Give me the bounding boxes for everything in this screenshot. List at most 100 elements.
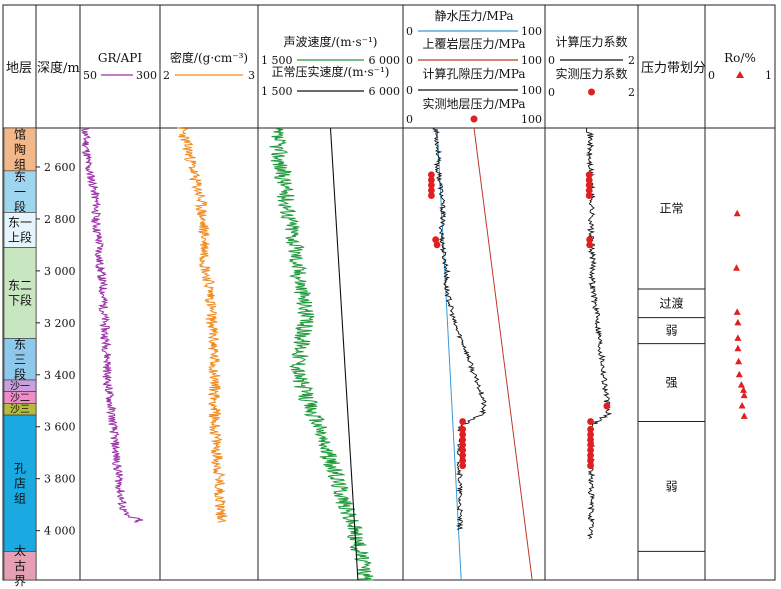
measured-pressure-legend-marker bbox=[470, 115, 478, 123]
zones-header: 压力带划分 bbox=[641, 61, 706, 76]
measured-coefficient-point bbox=[587, 462, 594, 470]
measured-pressure-point bbox=[428, 176, 435, 184]
pore-legend-min: 0 bbox=[406, 84, 413, 97]
nct-legend-max: 6 000 bbox=[369, 85, 401, 98]
track-plots bbox=[80, 127, 748, 581]
nct-legend-min: 1 500 bbox=[261, 85, 293, 98]
measured-coefficient-point bbox=[587, 425, 594, 433]
strata-label: 段 bbox=[14, 366, 26, 381]
measured-pressure-point bbox=[459, 451, 467, 459]
strata-label: 下段 bbox=[8, 293, 32, 308]
hydrostatic-line bbox=[436, 127, 462, 581]
measured-coefficient-point bbox=[585, 192, 593, 199]
measured-pressure-legend-min: 0 bbox=[406, 113, 413, 126]
strata-label: 组 bbox=[14, 491, 26, 505]
zone-label: 强 bbox=[665, 376, 677, 390]
measured-coefficient-point bbox=[585, 176, 593, 184]
measured-coefficient-point bbox=[587, 446, 594, 454]
hydro-legend-title: 静水压力/MPa bbox=[434, 9, 513, 23]
strata-label: 太 bbox=[14, 543, 26, 558]
depth-tick-label: 3 400 bbox=[44, 369, 76, 382]
pressure-coefficient-curve bbox=[585, 127, 613, 539]
measured-coef-legend-marker bbox=[588, 88, 595, 96]
density-curve bbox=[177, 127, 228, 523]
gr-curve bbox=[80, 127, 144, 523]
measured-coefficient-point bbox=[587, 441, 594, 449]
measured-pressure-point bbox=[433, 241, 441, 249]
ro-point bbox=[733, 264, 740, 271]
ro-legend-max: 1 bbox=[765, 69, 772, 82]
measured-coefficient-point bbox=[587, 451, 594, 459]
strata-label: 界 bbox=[14, 574, 26, 588]
measured-coefficient-point bbox=[603, 402, 611, 410]
strata-label: 东二 bbox=[8, 279, 32, 293]
strata-label: 店 bbox=[14, 476, 26, 490]
ro-point bbox=[740, 412, 748, 419]
zone-label: 过渡 bbox=[659, 295, 683, 310]
measured-coefficient-point bbox=[586, 236, 594, 244]
strata-label: 沙二 bbox=[10, 392, 30, 404]
strata-label: 一 bbox=[14, 185, 26, 199]
gr-legend-min: 50 bbox=[83, 69, 97, 82]
den-legend-min: 2 bbox=[163, 69, 170, 82]
strata-label: 上段 bbox=[8, 230, 32, 245]
depth-axis: 深度/m 2 600 2 800 3 000 3 200 3 400 3 600 3 800… bbox=[36, 60, 80, 538]
hydro-legend-min: 0 bbox=[406, 25, 413, 38]
gr-legend-title: GR/API bbox=[98, 51, 142, 65]
measured-coef-legend-min: 0 bbox=[548, 86, 555, 99]
strata-header: 地层 bbox=[6, 61, 32, 76]
measured-pressure-point bbox=[459, 425, 467, 433]
ro-point bbox=[735, 357, 743, 365]
measured-pressure-point bbox=[459, 457, 467, 464]
strata-label: 段 bbox=[14, 199, 26, 214]
calc-coef-legend-min: 0 bbox=[548, 54, 555, 67]
measured-pressure-point bbox=[459, 436, 467, 444]
measured-pressure-legend-title: 实测地层压力/MPa bbox=[422, 96, 525, 111]
strata-label: 沙三 bbox=[10, 404, 30, 416]
ro-legend-min: 0 bbox=[708, 69, 715, 82]
depth-axis-label: 深度/m bbox=[37, 60, 80, 76]
pore-pressure-curve bbox=[432, 127, 487, 531]
strata-label: 古 bbox=[14, 558, 26, 573]
depth-tick-label: 2 800 bbox=[44, 213, 76, 226]
overburden-line bbox=[473, 127, 533, 581]
normal-compaction-line bbox=[329, 127, 359, 581]
ac-legend-title: 声波速度/(m·s⁻¹) bbox=[284, 34, 378, 49]
ac-legend-max: 6 000 bbox=[369, 54, 401, 67]
overburden-legend-max: 100 bbox=[521, 54, 542, 67]
strata-label: 陶 bbox=[14, 142, 26, 157]
depth-tick-label: 3 600 bbox=[44, 421, 76, 434]
measured-pressure-point bbox=[459, 462, 467, 470]
measured-coef-legend-title: 实测压力系数 bbox=[555, 66, 627, 81]
zone-label: 正常 bbox=[659, 202, 683, 216]
measured-pressure-point bbox=[428, 192, 435, 199]
measured-coefficient-point bbox=[587, 436, 594, 444]
strata-label: 孔 bbox=[14, 461, 26, 475]
measured-coef-legend-max: 2 bbox=[628, 86, 635, 99]
ro-point bbox=[738, 401, 746, 409]
strata-layer bbox=[3, 247, 37, 339]
measured-pressure-point bbox=[459, 441, 467, 449]
strata-label: 沙一 bbox=[10, 380, 30, 392]
measured-coefficient-point bbox=[585, 186, 593, 194]
ro-point bbox=[740, 386, 747, 393]
strata-label: 馆 bbox=[14, 127, 26, 142]
ro-point bbox=[734, 318, 742, 326]
zone-label: 弱 bbox=[665, 324, 677, 338]
zone-label: 弱 bbox=[665, 479, 677, 493]
depth-tick-label: 4 000 bbox=[44, 525, 76, 538]
ac-legend-min: 1 500 bbox=[261, 54, 293, 67]
ro-point bbox=[734, 334, 742, 341]
hydro-legend-max: 100 bbox=[521, 25, 542, 38]
strata-layer bbox=[3, 551, 37, 581]
measured-pressure-point bbox=[459, 446, 467, 454]
ro-point bbox=[734, 344, 742, 352]
measured-pressure-point bbox=[459, 431, 467, 438]
measured-coefficient-point bbox=[587, 418, 594, 425]
strata-label: 三 bbox=[14, 352, 26, 366]
measured-coefficient-point bbox=[585, 181, 593, 189]
strata-label: 东 bbox=[14, 170, 26, 184]
ro-point bbox=[733, 308, 741, 315]
overburden-legend-min: 0 bbox=[406, 54, 413, 67]
ro-legend-title: Ro/% bbox=[724, 51, 756, 65]
